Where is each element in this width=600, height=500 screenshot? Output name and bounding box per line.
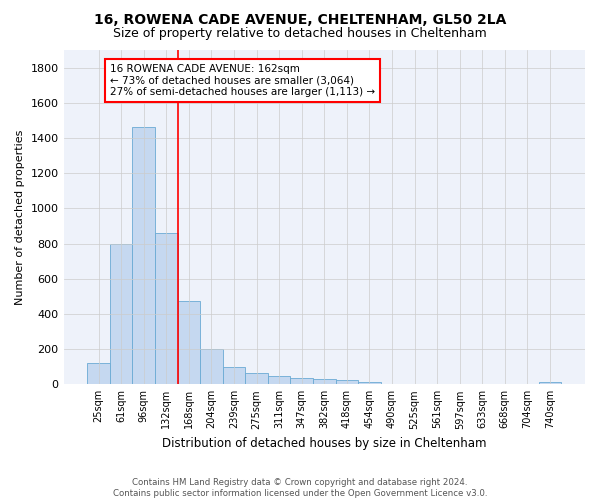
Bar [110, 244, 133, 384]
Bar [358, 382, 381, 384]
Bar [155, 232, 178, 384]
Text: 16, ROWENA CADE AVENUE, CHELTENHAM, GL50 2LA: 16, ROWENA CADE AVENUE, CHELTENHAM, GL50… [94, 12, 506, 26]
Bar [313, 379, 335, 384]
Text: Contains HM Land Registry data © Crown copyright and database right 2024.
Contai: Contains HM Land Registry data © Crown c… [113, 478, 487, 498]
Bar [133, 127, 155, 384]
Bar [178, 302, 200, 384]
Bar [335, 380, 358, 384]
Text: 16 ROWENA CADE AVENUE: 162sqm
← 73% of detached houses are smaller (3,064)
27% o: 16 ROWENA CADE AVENUE: 162sqm ← 73% of d… [110, 64, 375, 98]
Bar [290, 378, 313, 384]
Bar [200, 349, 223, 384]
Bar [223, 366, 245, 384]
Y-axis label: Number of detached properties: Number of detached properties [15, 130, 25, 305]
Text: Size of property relative to detached houses in Cheltenham: Size of property relative to detached ho… [113, 28, 487, 40]
Bar [87, 363, 110, 384]
X-axis label: Distribution of detached houses by size in Cheltenham: Distribution of detached houses by size … [162, 437, 487, 450]
Bar [539, 382, 561, 384]
Bar [268, 376, 290, 384]
Bar [245, 373, 268, 384]
